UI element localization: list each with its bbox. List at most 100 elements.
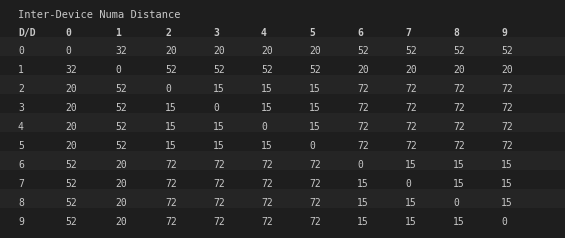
Text: 20: 20 <box>453 65 465 75</box>
Text: 15: 15 <box>165 103 177 113</box>
Text: 15: 15 <box>453 160 465 170</box>
Text: 15: 15 <box>213 122 225 132</box>
Text: 72: 72 <box>165 198 177 208</box>
Text: 32: 32 <box>115 46 127 56</box>
Text: 72: 72 <box>405 141 417 151</box>
Text: 52: 52 <box>213 65 225 75</box>
Text: 15: 15 <box>165 141 177 151</box>
Text: 52: 52 <box>65 217 77 227</box>
Text: 5: 5 <box>309 28 315 38</box>
Text: 52: 52 <box>115 122 127 132</box>
Text: 15: 15 <box>261 141 273 151</box>
Text: 72: 72 <box>261 217 273 227</box>
Text: 72: 72 <box>261 160 273 170</box>
Text: 0: 0 <box>405 179 411 189</box>
Text: 7: 7 <box>18 179 24 189</box>
Text: 72: 72 <box>453 103 465 113</box>
Text: 72: 72 <box>165 179 177 189</box>
Text: 15: 15 <box>357 198 369 208</box>
Text: 4: 4 <box>261 28 267 38</box>
Text: 72: 72 <box>405 103 417 113</box>
Text: 20: 20 <box>165 46 177 56</box>
Text: 0: 0 <box>115 65 121 75</box>
Text: 0: 0 <box>18 46 24 56</box>
Text: 72: 72 <box>405 122 417 132</box>
Text: 15: 15 <box>357 179 369 189</box>
Text: 0: 0 <box>261 122 267 132</box>
Text: 32: 32 <box>65 65 77 75</box>
Bar <box>0 37 565 56</box>
Text: 15: 15 <box>261 103 273 113</box>
Text: 15: 15 <box>165 122 177 132</box>
Text: 0: 0 <box>357 160 363 170</box>
Bar <box>0 75 565 94</box>
Text: 2: 2 <box>165 28 171 38</box>
Text: 72: 72 <box>261 198 273 208</box>
Text: 72: 72 <box>453 122 465 132</box>
Text: 52: 52 <box>357 46 369 56</box>
Text: 72: 72 <box>213 179 225 189</box>
Text: 72: 72 <box>309 179 321 189</box>
Text: 15: 15 <box>309 122 321 132</box>
Text: 9: 9 <box>18 217 24 227</box>
Text: 8: 8 <box>18 198 24 208</box>
Text: 72: 72 <box>501 84 513 94</box>
Text: 20: 20 <box>501 65 513 75</box>
Text: 20: 20 <box>65 84 77 94</box>
Text: 15: 15 <box>309 103 321 113</box>
Text: 72: 72 <box>453 141 465 151</box>
Text: D/D: D/D <box>18 28 36 38</box>
Bar <box>0 170 565 189</box>
Text: 15: 15 <box>405 217 417 227</box>
Text: 52: 52 <box>115 103 127 113</box>
Text: 1: 1 <box>18 65 24 75</box>
Text: 72: 72 <box>501 141 513 151</box>
Text: 72: 72 <box>213 160 225 170</box>
Text: 20: 20 <box>65 122 77 132</box>
Text: 15: 15 <box>213 141 225 151</box>
Text: 6: 6 <box>18 160 24 170</box>
Text: 20: 20 <box>115 179 127 189</box>
Text: 15: 15 <box>501 179 513 189</box>
Text: 52: 52 <box>501 46 513 56</box>
Text: 15: 15 <box>405 198 417 208</box>
Text: 7: 7 <box>405 28 411 38</box>
Text: 0: 0 <box>309 141 315 151</box>
Text: 15: 15 <box>261 84 273 94</box>
Text: 15: 15 <box>213 84 225 94</box>
Text: 15: 15 <box>357 217 369 227</box>
Text: 72: 72 <box>165 217 177 227</box>
Text: 20: 20 <box>261 46 273 56</box>
Text: 52: 52 <box>453 46 465 56</box>
Text: 15: 15 <box>309 84 321 94</box>
Text: 1: 1 <box>115 28 121 38</box>
Text: 8: 8 <box>453 28 459 38</box>
Text: 72: 72 <box>453 84 465 94</box>
Text: 20: 20 <box>309 46 321 56</box>
Text: 0: 0 <box>165 84 171 94</box>
Text: 72: 72 <box>261 179 273 189</box>
Text: 72: 72 <box>501 122 513 132</box>
Text: 4: 4 <box>18 122 24 132</box>
Text: 3: 3 <box>18 103 24 113</box>
Text: 20: 20 <box>115 160 127 170</box>
Text: 15: 15 <box>453 179 465 189</box>
Text: 72: 72 <box>357 141 369 151</box>
Text: 72: 72 <box>309 198 321 208</box>
Bar <box>0 189 565 208</box>
Text: 15: 15 <box>501 198 513 208</box>
Text: 72: 72 <box>309 160 321 170</box>
Text: 72: 72 <box>165 160 177 170</box>
Text: 0: 0 <box>453 198 459 208</box>
Text: 6: 6 <box>357 28 363 38</box>
Text: 9: 9 <box>501 28 507 38</box>
Text: 52: 52 <box>405 46 417 56</box>
Text: 20: 20 <box>213 46 225 56</box>
Bar <box>0 133 565 151</box>
Text: 20: 20 <box>65 103 77 113</box>
Text: 72: 72 <box>213 198 225 208</box>
Text: 0: 0 <box>501 217 507 227</box>
Text: 15: 15 <box>405 160 417 170</box>
Text: Inter-Device Numa Distance: Inter-Device Numa Distance <box>18 10 180 20</box>
Text: 72: 72 <box>357 122 369 132</box>
